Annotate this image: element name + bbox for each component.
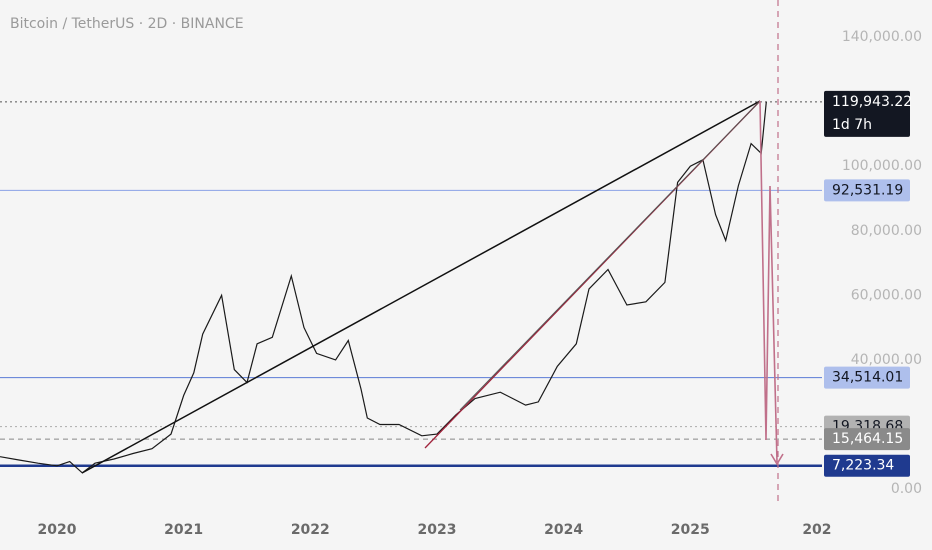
arrow-head xyxy=(770,453,784,466)
x-tick-label: 2022 xyxy=(291,522,330,538)
price-label-box xyxy=(824,454,910,477)
y-tick-label: 40,000.00 xyxy=(851,352,922,368)
x-tick-label: 202 xyxy=(802,522,831,538)
chart-title: Bitcoin / TetherUS · 2D · BINANCE xyxy=(10,16,244,32)
y-tick-label: 140,000.00 xyxy=(842,29,922,45)
price-label-box xyxy=(824,428,910,451)
price-label: 7,223.34 xyxy=(832,458,894,474)
price-line-series xyxy=(0,101,767,474)
x-tick-label: 2025 xyxy=(671,522,710,538)
price-label: 15,464.15 xyxy=(832,431,903,447)
y-tick-label: 80,000.00 xyxy=(851,223,922,239)
price-label: 34,514.01 xyxy=(832,370,903,386)
plot-area: 0.00 40,000.00 60,000.00 80,000.00 100,000.0… xyxy=(0,29,922,538)
price-label-box xyxy=(824,366,910,389)
countdown-label: 1d 7h xyxy=(832,117,872,133)
x-tick-label: 2024 xyxy=(544,522,583,538)
trendline xyxy=(459,100,761,411)
projection-arrow xyxy=(759,100,778,463)
trendline xyxy=(81,100,761,474)
x-tick-label: 2020 xyxy=(38,522,77,538)
y-tick-label: 100,000.00 xyxy=(842,158,922,174)
price-label: 92,531.19 xyxy=(832,182,903,198)
y-tick-label: 60,000.00 xyxy=(851,287,922,303)
price-label-box xyxy=(824,179,910,202)
y-tick-label: 0.00 xyxy=(891,481,922,497)
x-tick-label: 2021 xyxy=(164,522,203,538)
price-label-box xyxy=(824,90,910,137)
x-tick-label: 2023 xyxy=(417,522,456,538)
price-label: 119,943.22 xyxy=(832,94,912,110)
